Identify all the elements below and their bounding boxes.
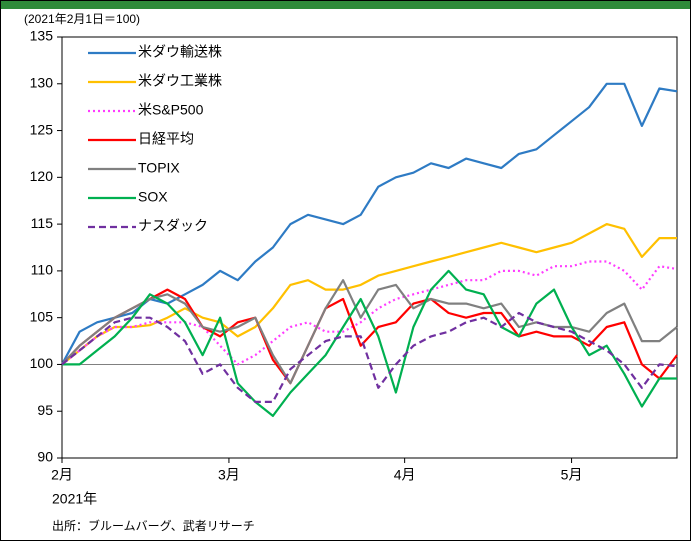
series-line: [61, 223, 677, 366]
plot-frame: [61, 36, 678, 459]
legend-label: 米ダウ輸送株: [138, 44, 222, 60]
x-tick-label: 3月: [218, 467, 240, 483]
y-tick-label: 130: [30, 74, 54, 90]
y-tick-label: 100: [30, 355, 54, 371]
y-tick-label: 135: [30, 28, 54, 44]
x-tick-label: 4月: [394, 467, 416, 483]
base-note: (2021年2月1日＝100): [24, 12, 140, 26]
x-tick-label: 5月: [561, 467, 583, 483]
legend-label: SOX: [138, 189, 168, 205]
legend-label: ナスダック: [138, 218, 208, 234]
y-tick-label: 95: [37, 402, 53, 418]
y-tick-label: 110: [31, 262, 54, 278]
series-line: [61, 288, 678, 385]
x-tick-label: 2月: [51, 467, 73, 483]
series-line: [61, 311, 678, 403]
series-line: [61, 260, 678, 366]
legend-label: 米ダウ工業株: [138, 73, 222, 89]
y-tick-label: 105: [30, 308, 54, 324]
series-line: [61, 279, 678, 385]
y-tick-label: 125: [30, 121, 54, 137]
title-bar: [1, 1, 690, 9]
series-line: [62, 269, 677, 417]
legend-label: 米S&P500: [138, 102, 204, 118]
y-tick-label: 115: [31, 215, 54, 231]
legend-label: TOPIX: [138, 160, 180, 176]
y-tick-label: 120: [30, 168, 54, 184]
y-tick-label: 90: [37, 449, 53, 465]
year-label: 2021年: [52, 491, 97, 507]
legend-label: 日経平均: [138, 131, 194, 147]
source: 出所：ブルームバーグ、武者リサーチ: [52, 518, 255, 533]
